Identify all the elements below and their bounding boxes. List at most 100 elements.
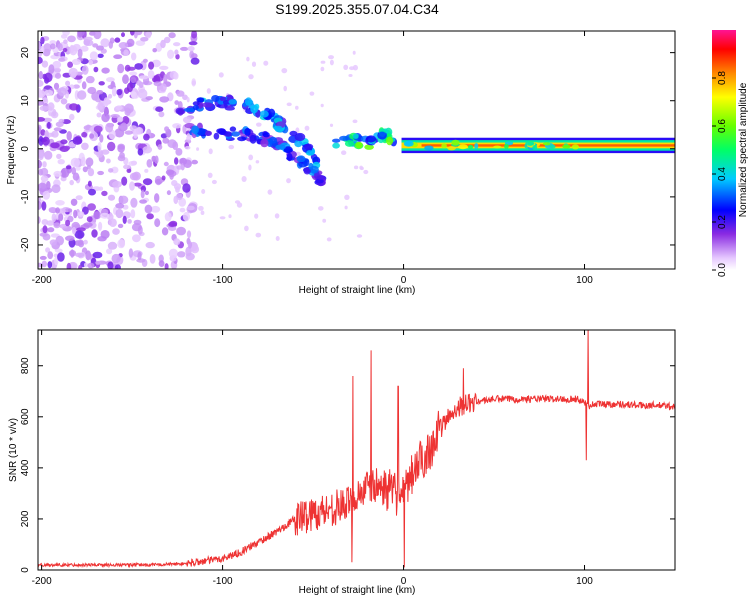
spectrogram-cell — [46, 220, 55, 226]
spectrogram-cell — [549, 144, 556, 149]
spectrogram-cell — [39, 255, 47, 260]
snr-frame — [37, 329, 676, 571]
spectrogram-cell — [69, 103, 79, 111]
spectrogram-cell — [320, 60, 326, 64]
spectrogram-cell — [77, 31, 85, 37]
spectrogram-cell — [234, 200, 241, 204]
spectrogram-cell — [363, 169, 369, 175]
spectrogram-cell — [120, 122, 128, 132]
spectrogram-cell — [40, 184, 47, 190]
spectrogram-cell — [100, 38, 110, 48]
spectrogram-cell — [182, 94, 188, 101]
spectrogram-cell — [47, 251, 54, 260]
spectrogram-cell — [47, 102, 55, 111]
spectrogram-cell — [326, 237, 332, 242]
spectrogram-cell — [320, 103, 324, 108]
spectrogram-cell — [386, 136, 394, 146]
spectrogram-cell — [154, 218, 161, 228]
spectrogram-cell — [254, 213, 259, 219]
spectrogram-cell — [122, 74, 129, 85]
spectrogram-cell — [109, 37, 115, 44]
spectrogram-cell — [352, 50, 356, 55]
spectrogram-cell — [107, 261, 114, 269]
spectrogram-cell — [77, 90, 87, 100]
spectrogram-cell — [106, 158, 111, 164]
spectrogram-cell — [136, 127, 144, 135]
spectrogram-cell — [364, 144, 374, 150]
spectrogram-cell — [186, 230, 192, 239]
spectrogram-cell — [121, 176, 128, 186]
spectrogram-cell — [200, 210, 205, 215]
spectrogram-cell — [131, 52, 137, 61]
spectrogram-cell — [63, 39, 68, 44]
spectrogram-cell — [101, 113, 110, 123]
spectrogram-cell — [60, 167, 70, 178]
x-tick-label: -100 — [213, 275, 233, 286]
spectrogram-cell — [137, 88, 148, 99]
spectrogram-cell — [45, 247, 51, 253]
spectrogram-cell — [87, 86, 97, 95]
spectrogram-cell — [289, 130, 298, 137]
spectrogram-cell — [78, 239, 85, 248]
spectrogram-cell — [58, 57, 66, 62]
spectrogram-cell — [128, 248, 134, 258]
spectrogram-cell — [155, 106, 164, 112]
spectrogram-cell — [66, 262, 72, 269]
spectrogram-cell — [316, 175, 326, 180]
spectrogram-cell — [41, 260, 47, 268]
spectrogram-cell — [130, 209, 136, 219]
spectrogram-cell — [71, 226, 77, 235]
spectrogram-cell — [224, 131, 233, 137]
spectrogram-cell — [244, 97, 253, 106]
spectrogram-cell — [81, 81, 87, 90]
spectrogram-cell — [176, 109, 186, 115]
spectrogram-cell — [183, 107, 195, 112]
spectrogram-cell — [424, 145, 434, 151]
spectrogram-cell — [65, 235, 75, 242]
spectrogram-cell — [244, 127, 251, 136]
spectrogram-cell — [101, 149, 110, 155]
spectrogram-cell — [96, 90, 104, 95]
spectrogram-cell — [339, 135, 349, 141]
spectrogram-cell — [76, 227, 86, 232]
spectrogram-cell — [86, 216, 93, 223]
spectrogram-cell — [173, 183, 182, 190]
spectrogram-cell — [65, 80, 71, 87]
spectrogram-cell — [147, 70, 155, 79]
spectrogram-cell — [571, 144, 580, 150]
x-tick-label: 0 — [401, 576, 407, 587]
spectrogram-cell — [168, 221, 177, 228]
spectrogram-cell — [136, 80, 142, 86]
spectrogram-cell — [303, 167, 311, 175]
spectrogram-cell — [42, 233, 51, 241]
spectrogram-cell — [267, 189, 273, 195]
spectrogram-cell — [40, 175, 49, 182]
spectrogram-cell — [248, 74, 254, 80]
y-tick-label: 800 — [20, 357, 31, 374]
spectrogram-cell — [38, 41, 41, 50]
spectrogram-cell — [348, 74, 353, 77]
spectrogram-cell — [246, 56, 250, 62]
spectrogram-cell — [55, 200, 65, 206]
spectrogram-cell — [143, 133, 150, 141]
spectrogram-cell — [140, 37, 149, 42]
spectrogram-cell — [122, 215, 127, 224]
spectrogram-cell — [190, 57, 200, 65]
spectrogram-cell — [106, 77, 115, 83]
spectrogram-cell — [58, 213, 64, 222]
spectrogram-cell — [562, 144, 571, 149]
y-tick-label: -10 — [20, 189, 31, 204]
spectrogram-cell — [38, 151, 44, 161]
spectrogram-cell — [176, 226, 187, 236]
spectrogram-cell — [185, 252, 195, 261]
spectrogram-cell — [138, 75, 149, 80]
spectrogram-cell — [229, 126, 237, 132]
spectrogram-cell — [53, 170, 62, 177]
spectrogram-cell — [355, 141, 363, 149]
spectrogram-cell — [447, 146, 456, 151]
spectrogram-cell — [184, 145, 191, 150]
spectrogram-cell — [51, 213, 57, 223]
spectrogram-cell — [146, 159, 153, 168]
spectrogram-cell — [356, 234, 363, 238]
